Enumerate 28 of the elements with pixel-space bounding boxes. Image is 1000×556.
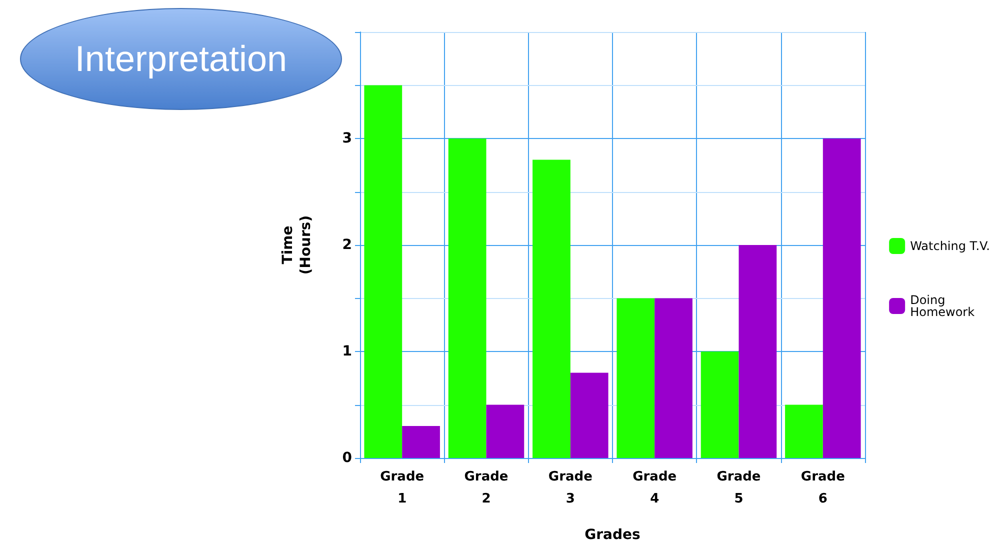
x-tick-label: Grade 1 xyxy=(380,470,424,506)
bar xyxy=(448,138,486,458)
bar xyxy=(738,245,777,458)
legend-label: Watching T.V. xyxy=(910,239,990,253)
bar xyxy=(364,85,402,458)
bar xyxy=(532,160,570,458)
y-tick-label: 0 xyxy=(342,450,352,466)
x-tick-label: Grade 3 xyxy=(548,470,593,506)
bar xyxy=(570,372,608,458)
x-axis-title: Grades xyxy=(584,527,640,543)
y-tick-label: 3 xyxy=(342,130,352,146)
bar xyxy=(654,298,692,458)
bar xyxy=(486,404,524,458)
bar xyxy=(822,138,861,458)
x-tick-label: Grade 2 xyxy=(464,470,508,506)
y-axis-title: Time (Hours) xyxy=(280,215,314,275)
bar xyxy=(616,298,655,458)
y-tick-label: 1 xyxy=(342,344,352,360)
bar xyxy=(402,426,440,458)
y-tick-label: 2 xyxy=(342,237,352,253)
ellipse-shape: Interpretation xyxy=(20,8,342,110)
x-tick-label: Grade 4 xyxy=(632,470,677,506)
bar xyxy=(700,352,739,458)
chart-title: Interpretation xyxy=(74,38,288,80)
legend-label: Doing Homework xyxy=(910,293,975,319)
x-tick-label: Grade 6 xyxy=(800,470,846,506)
x-tick-label: Grade 5 xyxy=(716,470,761,506)
bar xyxy=(785,404,823,458)
